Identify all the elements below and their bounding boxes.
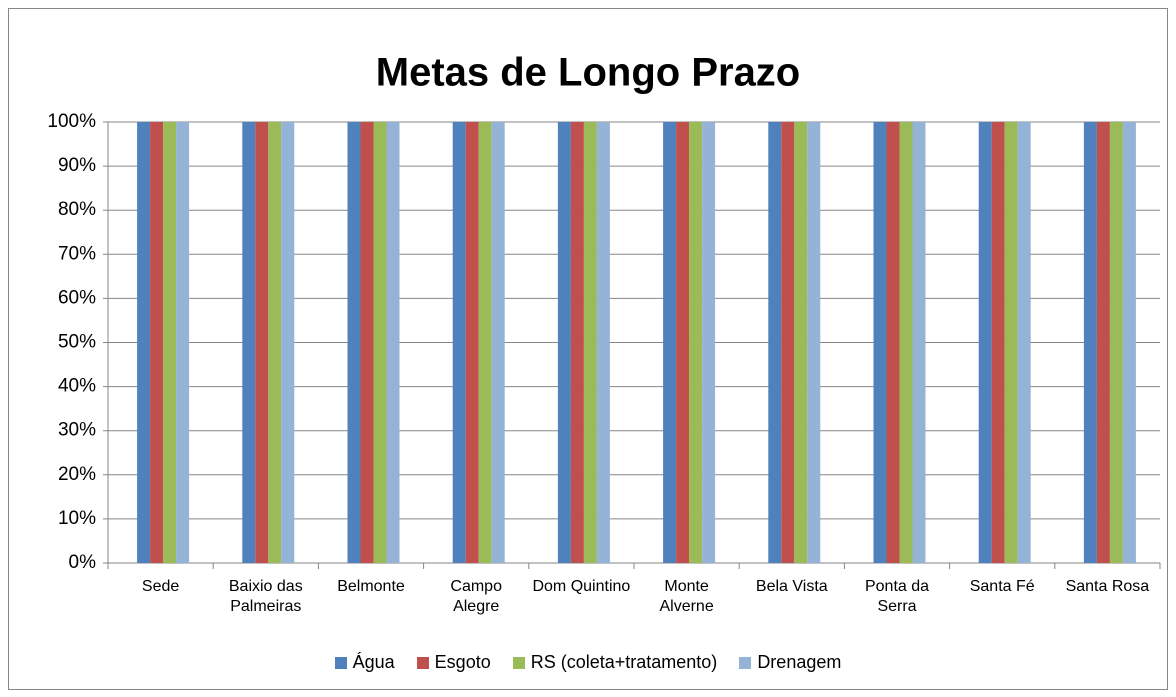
bar <box>373 122 387 563</box>
legend-item: Água <box>334 652 395 673</box>
y-tick-label: 30% <box>58 420 96 441</box>
legend-item: Drenagem <box>739 652 841 673</box>
legend-swatch <box>512 656 525 669</box>
bar <box>1004 122 1018 563</box>
bar <box>163 122 177 563</box>
bar <box>991 122 1005 563</box>
bar <box>702 122 716 563</box>
bar <box>268 122 282 563</box>
bar <box>1083 122 1097 563</box>
bar <box>583 122 597 563</box>
bar <box>452 122 466 563</box>
bar <box>242 122 256 563</box>
bar <box>794 122 808 563</box>
bar <box>137 122 151 563</box>
y-tick-label: 40% <box>58 376 96 397</box>
x-tick-label: Belmonte <box>337 578 405 595</box>
bar <box>689 122 703 563</box>
x-tick-label: Bela Vista <box>755 578 828 595</box>
y-tick-label: 80% <box>58 199 96 220</box>
bar <box>570 122 584 563</box>
legend: Água Esgoto RS (coleta+tratamento) Drenagem <box>0 652 1176 673</box>
bar <box>557 122 571 563</box>
legend-label: Água <box>352 652 395 672</box>
x-tick-label: Ponta da Serra <box>864 578 930 615</box>
bar <box>491 122 505 563</box>
x-tick-label: Sede <box>141 578 180 595</box>
y-tick-label: 20% <box>58 464 96 485</box>
bar <box>176 122 190 563</box>
bar <box>1096 122 1110 563</box>
bar <box>596 122 610 563</box>
x-tick-label: Campo Alegre <box>450 578 502 615</box>
legend-item: Esgoto <box>416 652 491 673</box>
bar <box>899 122 913 563</box>
bar <box>676 122 690 563</box>
y-tick-label: 100% <box>47 111 96 132</box>
x-tick-label: Dom Quintino <box>532 578 631 595</box>
y-tick-label: 0% <box>69 552 97 573</box>
bar <box>150 122 164 563</box>
bar <box>886 122 900 563</box>
x-tick-label: Santa Rosa <box>1065 578 1150 595</box>
bar <box>281 122 295 563</box>
bar <box>347 122 361 563</box>
legend-label: RS (coleta+tratamento) <box>530 652 718 672</box>
legend-swatch <box>416 656 429 669</box>
bar <box>781 122 795 563</box>
y-tick-label: 10% <box>58 508 96 529</box>
legend-item: RS (coleta+tratamento) <box>512 652 718 673</box>
bar <box>360 122 374 563</box>
legend-label: Drenagem <box>757 652 842 672</box>
x-tick-label: Monte Alverne <box>659 578 714 615</box>
x-tick-label: Santa Fé <box>969 578 1035 595</box>
bar <box>978 122 992 563</box>
chart-title: Metas de Longo Prazo <box>376 51 801 95</box>
y-tick-label: 60% <box>58 287 96 308</box>
bar <box>1017 122 1031 563</box>
bar <box>465 122 479 563</box>
bar <box>768 122 782 563</box>
bar <box>386 122 400 563</box>
bar <box>255 122 269 563</box>
bar <box>478 122 492 563</box>
bar <box>807 122 821 563</box>
legend-swatch <box>739 656 752 669</box>
legend-swatch <box>334 656 347 669</box>
y-tick-label: 90% <box>58 155 96 176</box>
bar <box>873 122 887 563</box>
bar <box>1122 122 1136 563</box>
x-tick-label: Baixio das Palmeiras <box>228 578 303 615</box>
bar <box>1109 122 1123 563</box>
legend-label: Esgoto <box>434 652 491 672</box>
bar <box>912 122 926 563</box>
y-tick-label: 50% <box>58 332 96 353</box>
y-tick-label: 70% <box>58 243 96 264</box>
bar <box>663 122 677 563</box>
